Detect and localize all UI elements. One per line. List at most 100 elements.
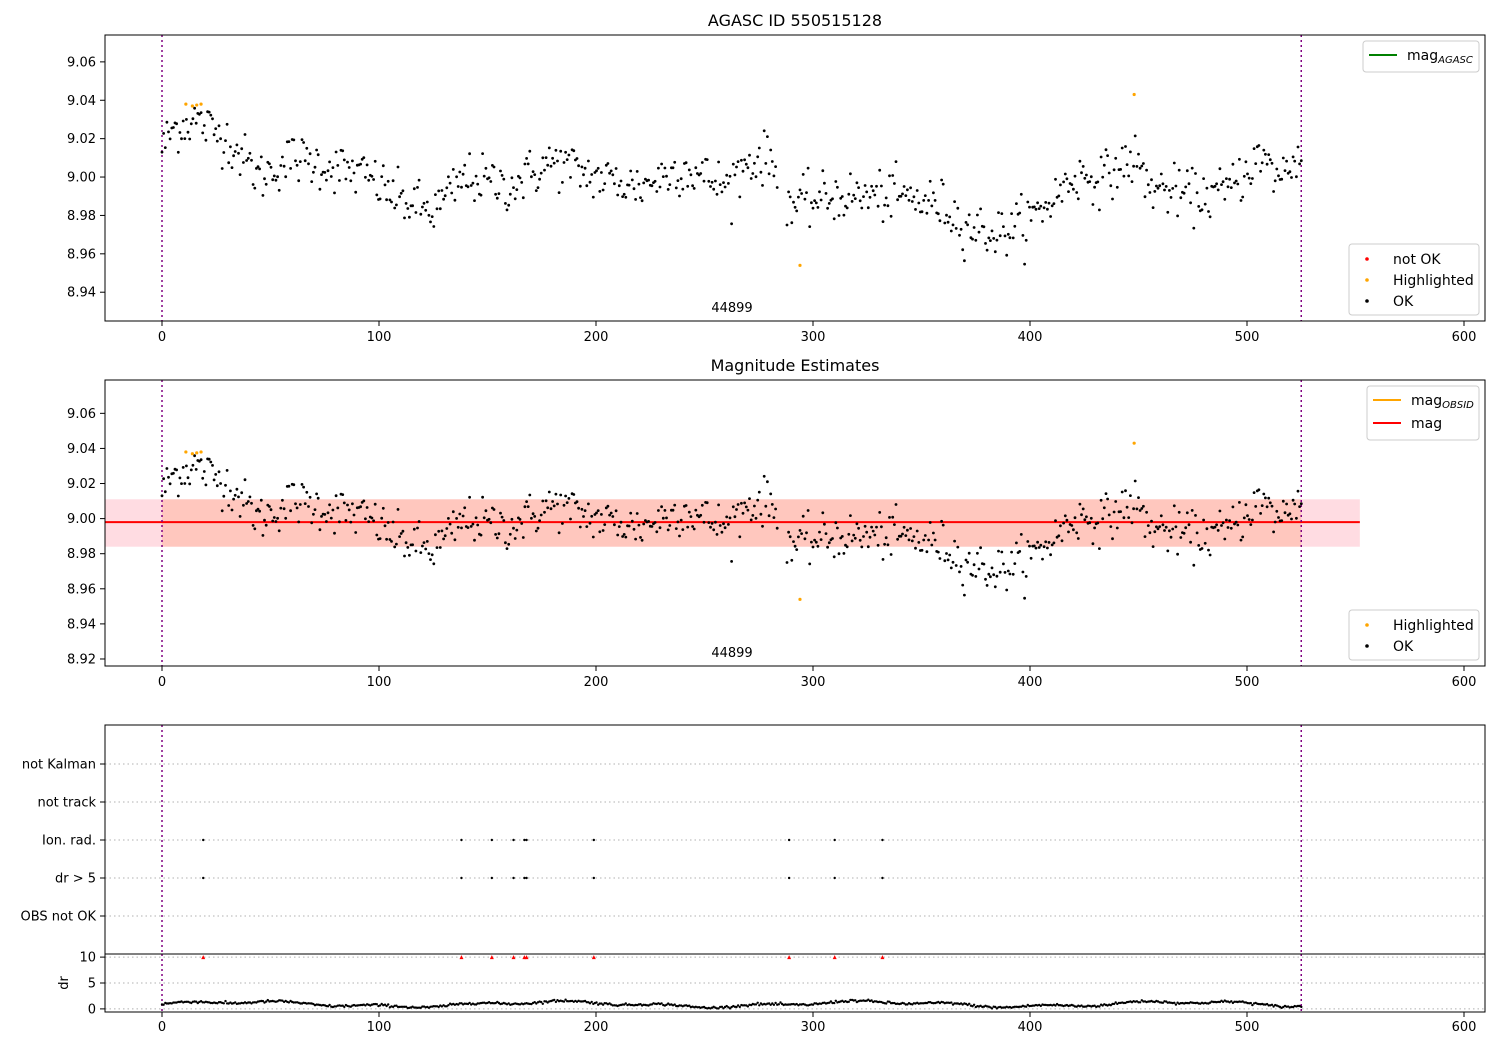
ok-point (619, 179, 623, 183)
ok-point (629, 169, 633, 173)
ok-point (941, 182, 945, 186)
ok-point (1169, 196, 1173, 199)
ok-point (375, 533, 379, 537)
ok-point (858, 199, 862, 203)
ok-point (940, 519, 943, 523)
ok-point (611, 173, 615, 177)
ok-point (225, 122, 229, 126)
ok-point (1281, 156, 1285, 160)
ok-point (178, 476, 182, 480)
ok-point (1076, 197, 1080, 201)
ok-point (912, 535, 916, 538)
ok-point (559, 493, 563, 497)
ok-point (466, 526, 470, 529)
ok-point (556, 502, 559, 506)
ok-point (528, 149, 532, 153)
ok-point (229, 145, 232, 149)
ok-point (510, 176, 514, 180)
ok-point (469, 184, 473, 187)
ok-point (544, 499, 548, 503)
ok-point (183, 482, 187, 485)
ok-point (800, 192, 803, 195)
ok-point (595, 169, 598, 173)
ok-point (1192, 226, 1196, 230)
ok-point (440, 189, 444, 192)
dr-point (1221, 1000, 1225, 1004)
ok-point (907, 198, 911, 202)
ok-point (702, 520, 706, 524)
ok-point (1010, 550, 1013, 554)
highlighted-point (190, 104, 194, 108)
ok-point (964, 221, 968, 224)
ok-point (1226, 185, 1230, 189)
dr-point (533, 1001, 536, 1004)
dr-point (1080, 1004, 1083, 1007)
ok-point (827, 202, 831, 205)
ok-point (1244, 503, 1248, 507)
ok-point (805, 531, 808, 535)
ok-point (1046, 546, 1049, 550)
flag-point (881, 838, 884, 842)
ok-point (808, 562, 812, 566)
ok-point (941, 523, 945, 527)
dr-point (833, 1001, 836, 1005)
ok-point (1194, 172, 1197, 175)
dr-point (404, 1005, 408, 1008)
ok-point (990, 566, 994, 570)
ok-point (622, 533, 626, 536)
ok-point (959, 227, 963, 231)
dr-point (870, 999, 873, 1002)
ok-point (1234, 179, 1238, 183)
ok-point (469, 525, 473, 528)
ok-point (663, 166, 667, 170)
dr-point (1230, 1000, 1233, 1003)
ok-point (425, 540, 429, 543)
dr-point (378, 1004, 382, 1007)
ok-point (1052, 541, 1056, 545)
ok-point (767, 172, 771, 176)
ok-point (705, 158, 709, 162)
ok-point (507, 203, 511, 207)
ok-point (718, 183, 722, 187)
ok-point (792, 200, 795, 204)
ok-point (922, 538, 926, 542)
ok-point (201, 476, 205, 480)
ok-point (359, 162, 362, 166)
ok-point (985, 584, 989, 587)
ok-point (995, 574, 999, 578)
ok-point (456, 185, 460, 188)
dr-point (447, 1004, 450, 1007)
ok-point (1238, 501, 1241, 504)
dr-point (735, 1005, 738, 1009)
dr-point (209, 1001, 212, 1005)
ok-point (1288, 170, 1292, 174)
flag-point (202, 876, 205, 880)
dr-point (162, 1003, 165, 1006)
ok-point (657, 509, 660, 512)
ok-point (456, 525, 460, 529)
ok-point (681, 187, 685, 191)
highlighted-point (195, 451, 199, 455)
ok-point (315, 148, 318, 152)
ok-point (1247, 176, 1251, 180)
ok-point (868, 535, 872, 539)
ok-point (637, 523, 641, 527)
ok-point (727, 182, 730, 185)
ok-point (1081, 165, 1085, 168)
dr-point (795, 1002, 798, 1006)
ok-point (987, 236, 991, 240)
ok-point (907, 538, 911, 542)
ok-point (1159, 514, 1163, 518)
ok-point (440, 529, 444, 533)
ok-point (621, 195, 624, 199)
ok-point (993, 250, 997, 254)
ok-point (743, 501, 746, 505)
ok-point (416, 526, 419, 530)
ok-point (1277, 174, 1280, 178)
ok-point (1102, 163, 1106, 167)
ok-point (585, 184, 589, 188)
dr-point (566, 1000, 569, 1003)
ok-point (222, 494, 226, 498)
ok-point (875, 525, 878, 529)
ok-point (806, 166, 810, 170)
